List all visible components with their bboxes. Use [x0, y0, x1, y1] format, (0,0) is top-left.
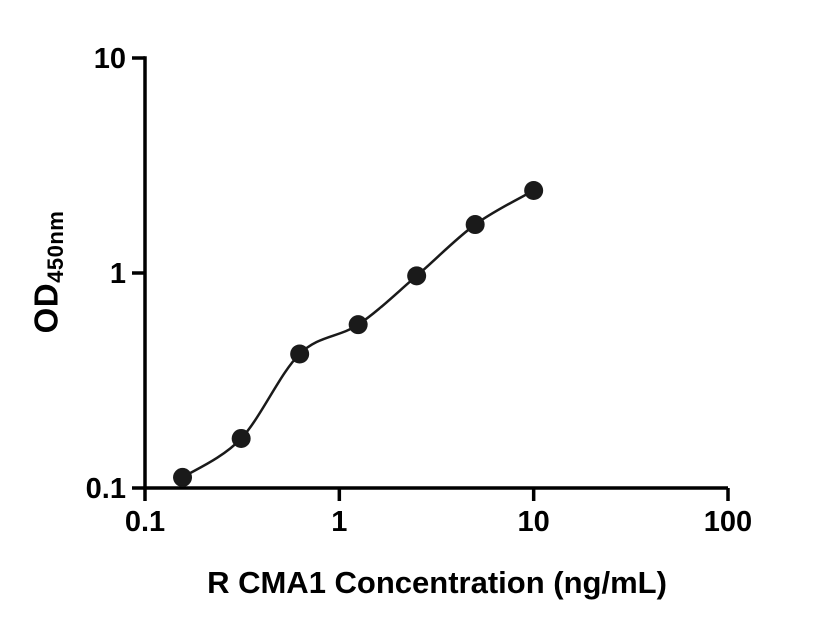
x-axis-tick-label: 0.1 — [125, 506, 165, 538]
data-point — [290, 344, 310, 364]
x-axis-title: R CMA1 Concentration (ng/mL) — [207, 565, 667, 600]
y-axis-title-main: OD — [27, 282, 65, 334]
axes-spines — [143, 56, 728, 490]
data-point — [524, 180, 544, 200]
x-axis-tick-label: 1 — [331, 506, 347, 538]
data-point — [465, 215, 485, 235]
y-axis-title-sub: 450nm — [42, 210, 68, 283]
data-point — [173, 467, 193, 487]
y-axis-tick-label: 0.1 — [86, 473, 126, 505]
x-axis-tick-label: 100 — [704, 506, 752, 538]
data-point — [348, 315, 368, 335]
data-point — [231, 428, 251, 448]
x-axis-tick-label: 10 — [518, 506, 550, 538]
y-axis-tick-label: 10 — [94, 43, 126, 75]
y-axis-tick-label: 1 — [110, 258, 126, 290]
y-axis-title: OD450nm — [27, 211, 69, 334]
data-point — [407, 266, 427, 286]
